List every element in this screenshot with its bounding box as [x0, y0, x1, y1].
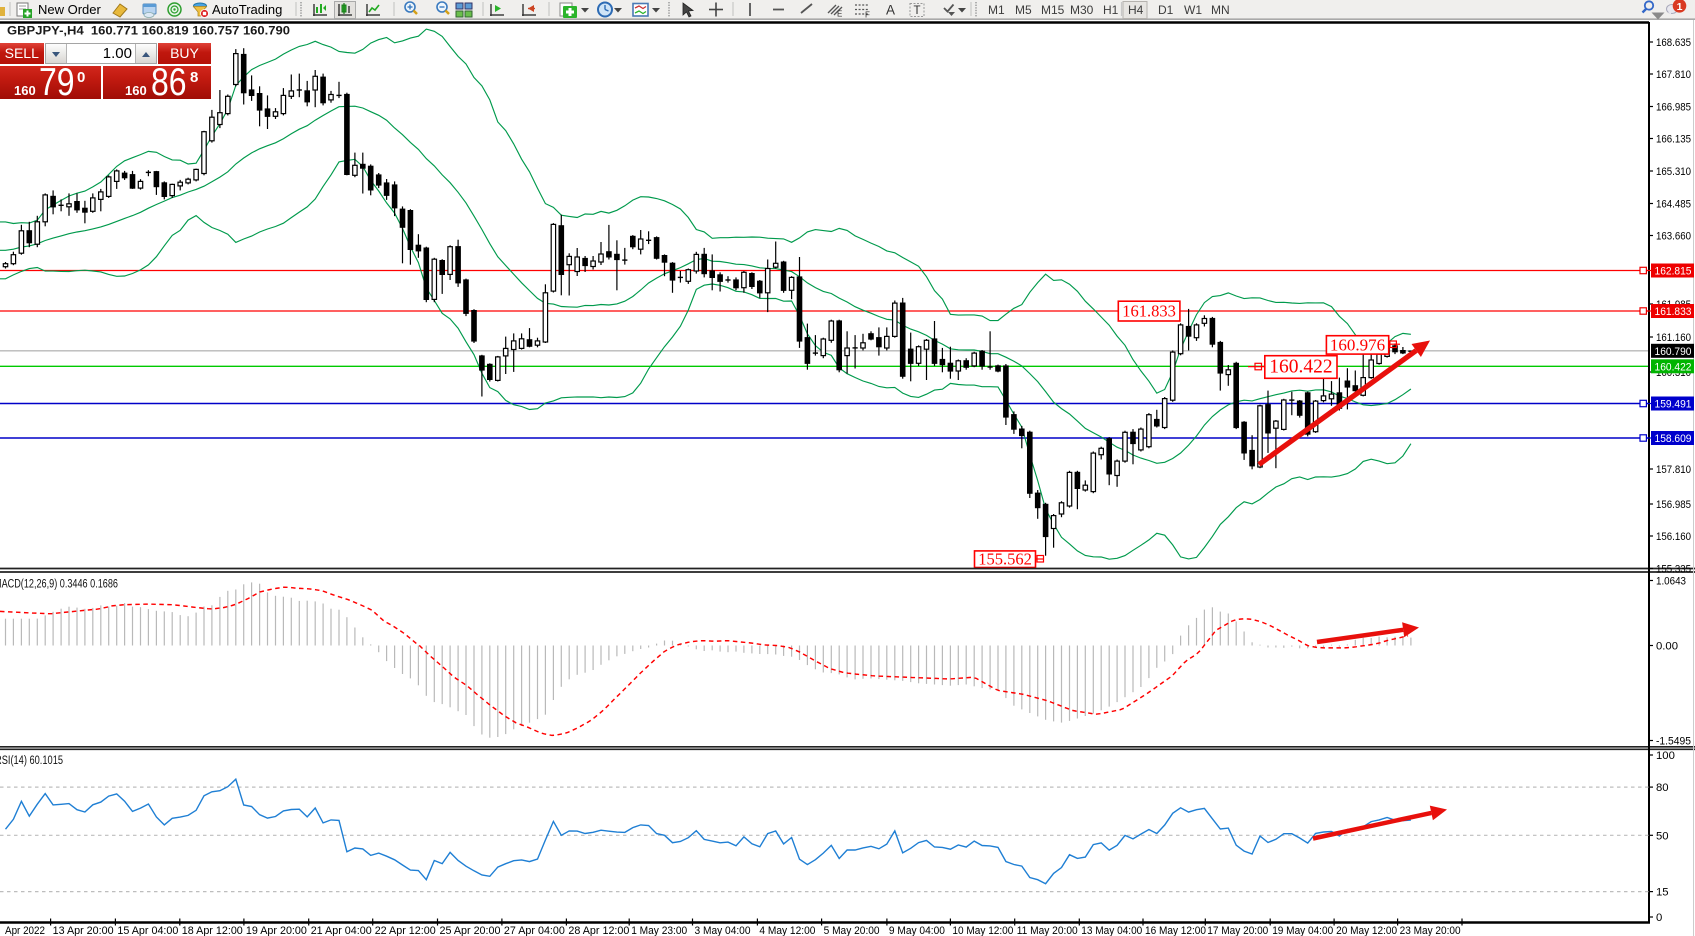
svg-text:160.790: 160.790 — [1655, 346, 1692, 358]
svg-text:11 May 20:00: 11 May 20:00 — [1017, 925, 1078, 936]
svg-text:RSI(14) 60.1015: RSI(14) 60.1015 — [0, 755, 63, 767]
svg-text:19 May 04:00: 19 May 04:00 — [1272, 925, 1333, 936]
svg-text:28 Apr 12:00: 28 Apr 12:00 — [568, 925, 629, 936]
svg-text:T: T — [914, 5, 921, 17]
svg-text:23 May 20:00: 23 May 20:00 — [1400, 925, 1461, 936]
svg-text:E: E — [837, 10, 842, 19]
svg-text:F: F — [865, 11, 870, 20]
svg-text:15: 15 — [1656, 887, 1669, 899]
svg-text:25 Apr 20:00: 25 Apr 20:00 — [440, 925, 501, 936]
svg-text:Apr 2022: Apr 2022 — [5, 925, 45, 936]
svg-text:20 May 12:00: 20 May 12:00 — [1336, 925, 1397, 936]
svg-text:15 Apr 04:00: 15 Apr 04:00 — [117, 925, 178, 936]
svg-text:27 Apr 04:00: 27 Apr 04:00 — [504, 925, 565, 936]
svg-text:160.422: 160.422 — [1655, 361, 1692, 373]
svg-text:80: 80 — [1656, 782, 1669, 794]
svg-text:3 May 04:00: 3 May 04:00 — [695, 925, 751, 936]
svg-text:50: 50 — [1656, 830, 1669, 842]
svg-text:D1: D1 — [1158, 3, 1174, 17]
svg-text:161.833: 161.833 — [1655, 306, 1692, 318]
svg-text:13 Apr 20:00: 13 Apr 20:00 — [53, 925, 114, 936]
svg-text:158.609: 158.609 — [1655, 433, 1692, 445]
svg-text:161.160: 161.160 — [1656, 332, 1691, 344]
svg-text:168.635: 168.635 — [1656, 37, 1691, 49]
svg-text:GBPJPY-,H4 160.771 160.819 16: GBPJPY-,H4 160.771 160.819 160.757 160.7… — [7, 24, 290, 38]
svg-text:13 May 04:00: 13 May 04:00 — [1081, 925, 1142, 936]
svg-text:163.660: 163.660 — [1656, 231, 1691, 243]
svg-text:21 Apr 04:00: 21 Apr 04:00 — [311, 925, 372, 936]
svg-text:155.335: 155.335 — [1656, 564, 1691, 576]
svg-text:156.985: 156.985 — [1656, 499, 1691, 511]
svg-text:17 May 20:00: 17 May 20:00 — [1207, 925, 1268, 936]
svg-text:New Order: New Order — [38, 2, 102, 17]
svg-text:M5: M5 — [1015, 3, 1032, 17]
svg-text:160.422: 160.422 — [1269, 357, 1332, 378]
svg-text:167.810: 167.810 — [1656, 69, 1691, 81]
svg-text:19 Apr 20:00: 19 Apr 20:00 — [246, 925, 307, 936]
svg-text:100: 100 — [1656, 750, 1675, 762]
svg-text:1: 1 — [1677, 1, 1683, 13]
svg-text:1 May 23:00: 1 May 23:00 — [631, 925, 687, 936]
svg-text:0.00: 0.00 — [1656, 641, 1678, 653]
svg-text:M1: M1 — [988, 3, 1005, 17]
svg-text:157.810: 157.810 — [1656, 464, 1691, 476]
svg-text:166.985: 166.985 — [1656, 102, 1691, 114]
svg-text:10 May 12:00: 10 May 12:00 — [952, 925, 1013, 936]
svg-text:166.135: 166.135 — [1656, 134, 1691, 146]
svg-text:1.0643: 1.0643 — [1656, 576, 1686, 588]
svg-text:A: A — [886, 3, 895, 18]
svg-text:AutoTrading: AutoTrading — [212, 2, 282, 17]
svg-text:18 Apr 12:00: 18 Apr 12:00 — [182, 925, 243, 936]
svg-text:H1: H1 — [1103, 3, 1119, 17]
svg-text:-1.5495: -1.5495 — [1656, 736, 1691, 748]
svg-text:161.833: 161.833 — [1122, 302, 1176, 321]
svg-text:5 May 20:00: 5 May 20:00 — [824, 925, 880, 936]
svg-text:164.485: 164.485 — [1656, 199, 1691, 211]
svg-text:22 Apr 12:00: 22 Apr 12:00 — [375, 925, 436, 936]
svg-text:MN: MN — [1211, 3, 1230, 17]
svg-text:159.491: 159.491 — [1655, 399, 1692, 411]
svg-text:16 May 12:00: 16 May 12:00 — [1145, 925, 1206, 936]
svg-text:162.815: 162.815 — [1655, 266, 1692, 278]
svg-text:156.160: 156.160 — [1656, 531, 1691, 543]
svg-text:W1: W1 — [1184, 3, 1202, 17]
svg-text:M15: M15 — [1041, 3, 1065, 17]
svg-text:155.562: 155.562 — [978, 550, 1032, 569]
svg-text:9 May 04:00: 9 May 04:00 — [889, 925, 945, 936]
svg-text:0: 0 — [1656, 912, 1662, 924]
svg-text:160.976: 160.976 — [1330, 335, 1385, 354]
svg-text:MACD(12,26,9) 0.3446 0.1686: MACD(12,26,9) 0.3446 0.1686 — [0, 579, 118, 591]
svg-text:M30: M30 — [1070, 3, 1094, 17]
svg-text:165.310: 165.310 — [1656, 166, 1691, 178]
svg-text:4 May 12:00: 4 May 12:00 — [759, 925, 815, 936]
svg-text:H4: H4 — [1128, 3, 1144, 17]
